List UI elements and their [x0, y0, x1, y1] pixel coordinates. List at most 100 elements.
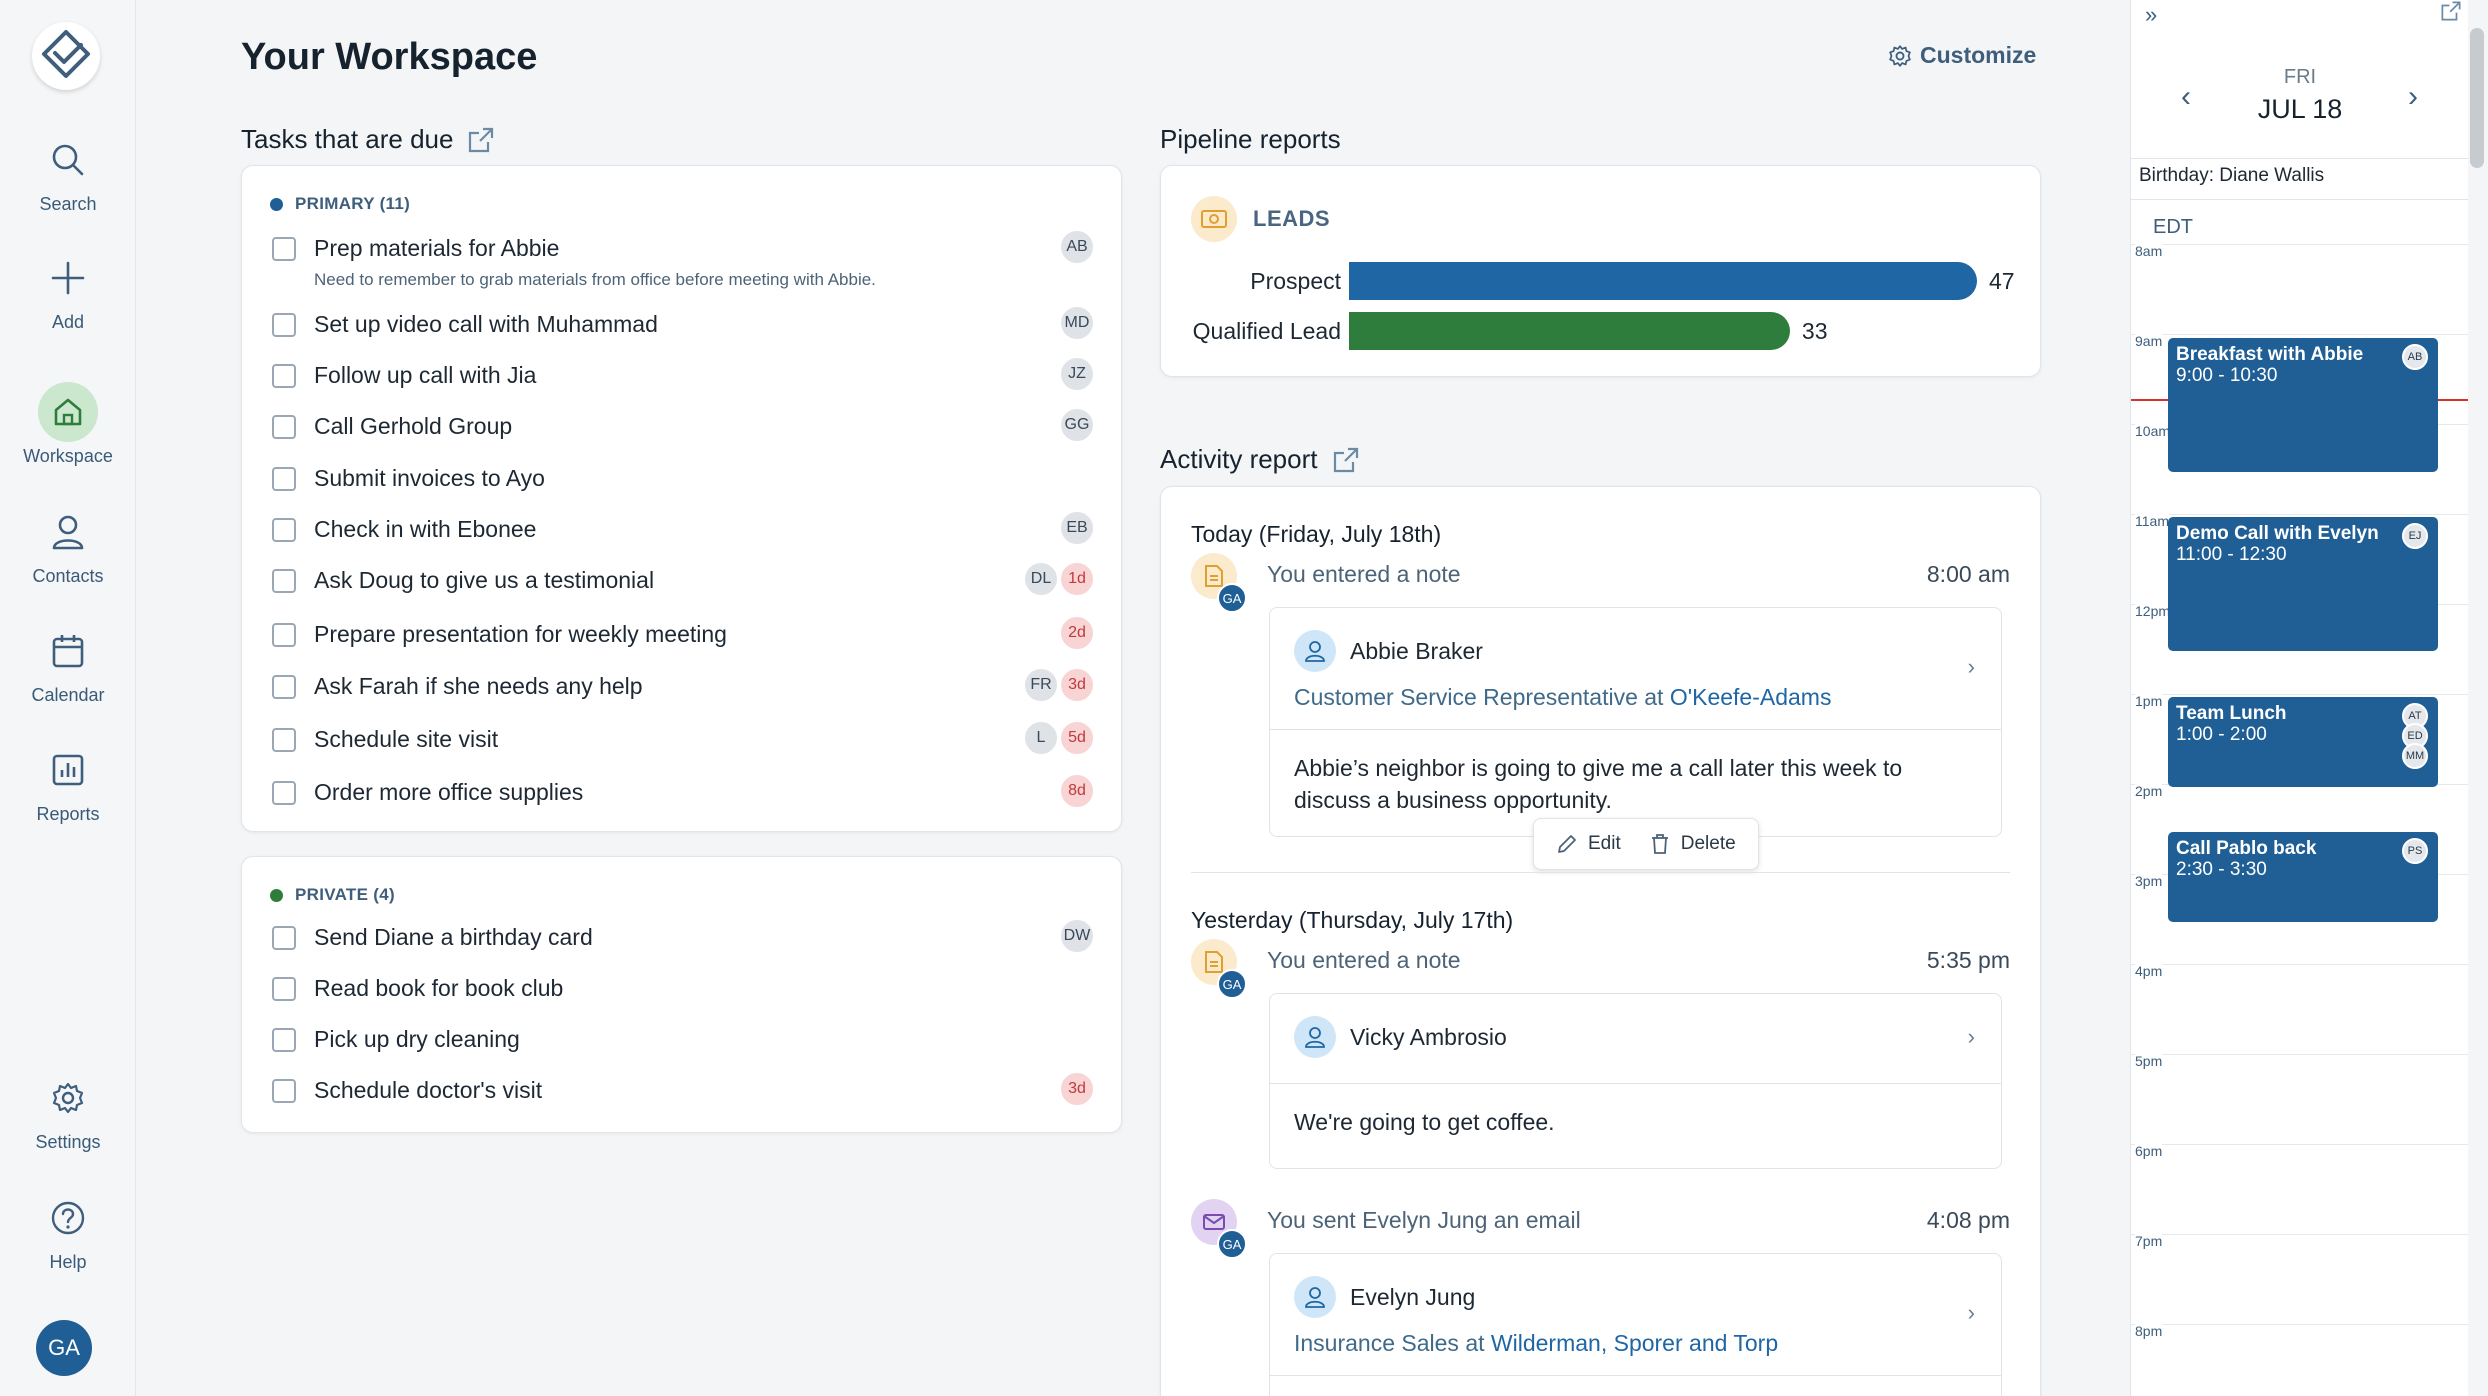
- event-time: 9:00 - 10:30: [2176, 365, 2278, 386]
- contact-card-vicky[interactable]: Vicky Ambrosio › We're going to get coff…: [1269, 993, 2002, 1169]
- bar-row[interactable]: Qualified Lead 33: [1161, 312, 1828, 350]
- calendar-event[interactable]: Demo Call with Evelyn 11:00 - 12:30 EJ: [2168, 517, 2438, 651]
- task-checkbox[interactable]: [272, 1028, 296, 1052]
- bar[interactable]: [1349, 312, 1790, 350]
- leads-card[interactable]: LEADS Prospect 47 Qualified Lead 33: [1160, 165, 2041, 377]
- nav-calendar[interactable]: Calendar: [0, 621, 136, 706]
- calendar-event[interactable]: Team Lunch 1:00 - 2:00 AT ED MM: [2168, 697, 2438, 787]
- chevron-right-icon[interactable]: ›: [1967, 1300, 1975, 1325]
- task-title[interactable]: Pick up dry cleaning: [314, 1026, 520, 1052]
- task-row[interactable]: Set up video call with Muhammad MD: [272, 305, 1095, 341]
- task-title[interactable]: Submit invoices to Ayo: [314, 465, 545, 491]
- task-row[interactable]: Check in with Ebonee EB: [272, 510, 1095, 546]
- task-checkbox[interactable]: [272, 675, 296, 699]
- task-description: Need to remember to grab materials from …: [314, 270, 876, 289]
- task-row[interactable]: Read book for book club: [272, 975, 1095, 1002]
- task-title[interactable]: Ask Doug to give us a testimonial: [314, 567, 655, 593]
- task-title[interactable]: Follow up call with Jia: [314, 362, 537, 388]
- task-row[interactable]: Follow up call with Jia JZ: [272, 356, 1095, 392]
- task-title[interactable]: Send Diane a birthday card: [314, 924, 593, 950]
- task-title[interactable]: Prepare presentation for weekly meeting: [314, 621, 727, 647]
- due-badge: 2d: [1059, 615, 1095, 651]
- nav-add[interactable]: Add: [0, 248, 136, 333]
- external-link-icon[interactable]: [2440, 0, 2462, 27]
- company-link[interactable]: O'Keefe-Adams: [1669, 684, 1832, 710]
- assignee-avatar[interactable]: DW: [1059, 918, 1095, 954]
- birthday-banner[interactable]: Birthday: Diane Wallis: [2131, 158, 2469, 200]
- event-title: Call Pablo back: [2176, 838, 2317, 859]
- task-row[interactable]: Schedule site visit L 5d: [272, 720, 1095, 756]
- assignee-avatar[interactable]: FR: [1023, 667, 1059, 703]
- contact-header[interactable]: Evelyn Jung Insurance Sales at Wilderman…: [1270, 1254, 2001, 1376]
- task-row[interactable]: Call Gerhold Group GG: [272, 407, 1095, 443]
- edit-button[interactable]: Edit: [1556, 833, 1621, 855]
- task-checkbox[interactable]: [272, 1079, 296, 1103]
- company-link[interactable]: Wilderman, Sporer and Torp: [1490, 1330, 1779, 1356]
- assignee-avatar[interactable]: L: [1023, 720, 1059, 756]
- task-title[interactable]: Prep materials for Abbie: [314, 235, 560, 261]
- calendar-scrollbar-track[interactable]: [2468, 0, 2488, 1396]
- chevron-right-icon[interactable]: ›: [1967, 654, 1975, 679]
- chevron-right-icon[interactable]: ›: [1967, 1024, 1975, 1049]
- task-checkbox[interactable]: [272, 518, 296, 542]
- task-title[interactable]: Check in with Ebonee: [314, 516, 537, 542]
- task-title[interactable]: Ask Farah if she needs any help: [314, 673, 643, 699]
- next-day-button[interactable]: ›: [2408, 80, 2418, 113]
- task-checkbox[interactable]: [272, 977, 296, 1001]
- task-title[interactable]: Schedule site visit: [314, 726, 499, 752]
- bar-row[interactable]: Prospect 47: [1161, 262, 2015, 300]
- task-row[interactable]: Pick up dry cleaning: [272, 1026, 1095, 1053]
- task-checkbox[interactable]: [272, 415, 296, 439]
- task-title[interactable]: Read book for book club: [314, 975, 564, 1001]
- assignee-avatar[interactable]: EB: [1059, 510, 1095, 546]
- contact-header[interactable]: Vicky Ambrosio ›: [1270, 994, 2001, 1084]
- nav-search[interactable]: Search: [0, 130, 136, 215]
- external-link-icon[interactable]: [1332, 446, 1360, 474]
- task-checkbox[interactable]: [272, 569, 296, 593]
- task-checkbox[interactable]: [272, 728, 296, 752]
- app-logo[interactable]: [32, 22, 100, 90]
- task-title[interactable]: Schedule doctor's visit: [314, 1077, 543, 1103]
- assignee-avatar[interactable]: GG: [1059, 407, 1095, 443]
- delete-button[interactable]: Delete: [1649, 833, 1736, 855]
- task-checkbox[interactable]: [272, 237, 296, 261]
- task-row[interactable]: Schedule doctor's visit 3d: [272, 1071, 1095, 1107]
- task-title[interactable]: Call Gerhold Group: [314, 413, 513, 439]
- bar[interactable]: [1349, 262, 1977, 300]
- task-checkbox[interactable]: [272, 926, 296, 950]
- prev-day-button[interactable]: ‹: [2181, 80, 2191, 113]
- calendar-scrollbar-thumb[interactable]: [2470, 28, 2484, 168]
- task-checkbox[interactable]: [272, 781, 296, 805]
- task-title[interactable]: Order more office supplies: [314, 779, 584, 805]
- task-row[interactable]: Order more office supplies 8d: [272, 773, 1095, 809]
- assignee-avatar[interactable]: DL: [1023, 561, 1059, 597]
- task-row[interactable]: Submit invoices to Ayo: [272, 465, 1095, 492]
- task-row[interactable]: Ask Farah if she needs any help FR 3d: [272, 667, 1095, 703]
- nav-help[interactable]: Help: [0, 1188, 136, 1273]
- task-checkbox[interactable]: [272, 467, 296, 491]
- task-checkbox[interactable]: [272, 364, 296, 388]
- calendar-event[interactable]: Call Pablo back 2:30 - 3:30 PS: [2168, 832, 2438, 922]
- nav-contacts[interactable]: Contacts: [0, 502, 136, 587]
- collapse-panel-icon[interactable]: »: [2145, 2, 2158, 27]
- nav-reports[interactable]: Reports: [0, 740, 136, 825]
- task-checkbox[interactable]: [272, 623, 296, 647]
- assignee-avatar[interactable]: JZ: [1059, 356, 1095, 392]
- customize-button[interactable]: Customize: [1888, 42, 2036, 69]
- contact-header[interactable]: Abbie Braker Customer Service Representa…: [1270, 608, 2001, 730]
- contact-card-evelyn[interactable]: Evelyn Jung Insurance Sales at Wilderman…: [1269, 1253, 2002, 1396]
- task-title[interactable]: Set up video call with Muhammad: [314, 311, 658, 337]
- user-avatar[interactable]: GA: [36, 1320, 92, 1376]
- assignee-avatar[interactable]: MD: [1059, 305, 1095, 341]
- nav-settings[interactable]: Settings: [0, 1068, 136, 1153]
- task-row[interactable]: Prepare presentation for weekly meeting 2…: [272, 615, 1095, 651]
- task-row[interactable]: Ask Doug to give us a testimonial DL 1d: [272, 561, 1095, 597]
- external-link-icon[interactable]: [467, 126, 495, 154]
- task-row[interactable]: Prep materials for Abbie Need to remember…: [272, 229, 1095, 290]
- calendar-event[interactable]: Breakfast with Abbie 9:00 - 10:30 AB: [2168, 338, 2438, 472]
- contact-card-abbie[interactable]: Abbie Braker Customer Service Representa…: [1269, 607, 2002, 837]
- task-checkbox[interactable]: [272, 313, 296, 337]
- task-row[interactable]: Send Diane a birthday card DW: [272, 918, 1095, 954]
- assignee-avatar[interactable]: AB: [1059, 229, 1095, 265]
- nav-workspace[interactable]: Workspace: [0, 382, 136, 467]
